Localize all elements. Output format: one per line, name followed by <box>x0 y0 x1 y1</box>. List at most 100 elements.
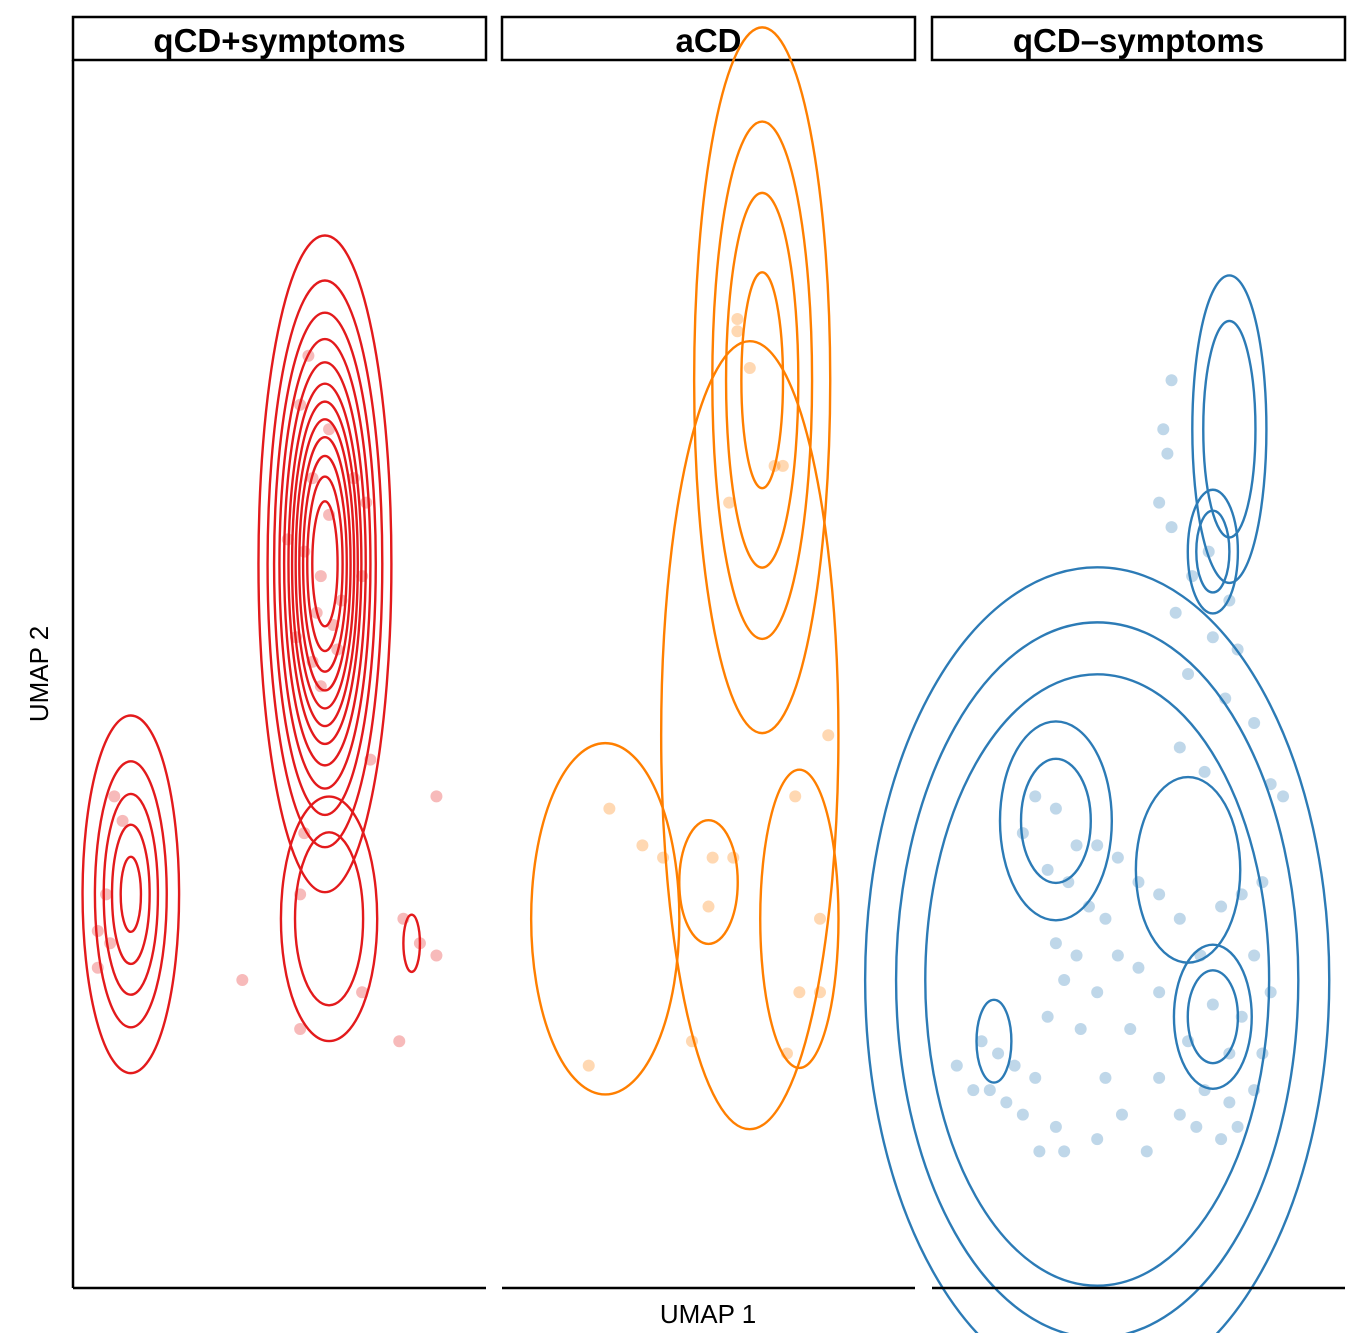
data-point-2-1 <box>1157 423 1170 436</box>
data-point-2-59 <box>1099 1071 1112 1084</box>
data-point-0-18 <box>364 753 377 766</box>
data-point-2-4 <box>1165 521 1178 534</box>
data-point-2-64 <box>950 1059 963 1072</box>
data-point-1-4 <box>776 459 789 472</box>
data-point-2-46 <box>1041 1010 1054 1023</box>
facet-label-2: qCD–symptoms <box>1013 22 1264 59</box>
data-point-2-68 <box>1173 1108 1186 1121</box>
contour-line-2-3-0 <box>1134 775 1242 964</box>
data-point-0-26 <box>91 961 104 974</box>
data-point-2-73 <box>1058 1145 1071 1158</box>
contour-line-0-0-8 <box>298 436 352 692</box>
data-point-2-56 <box>967 1084 980 1097</box>
contour-line-2-6-0 <box>864 566 1331 1333</box>
facet-label-0: qCD+symptoms <box>153 22 405 59</box>
data-point-2-63 <box>1248 1084 1261 1097</box>
data-point-2-57 <box>983 1084 996 1097</box>
contour-line-0-0-11 <box>311 500 339 628</box>
data-point-2-36 <box>1111 949 1124 962</box>
contour-line-0-1-1 <box>93 760 168 1029</box>
data-point-1-18 <box>780 1047 793 1060</box>
data-point-1-11 <box>706 851 719 864</box>
data-point-2-2 <box>1161 447 1174 460</box>
data-point-0-2 <box>323 423 336 436</box>
data-point-0-28 <box>397 912 410 925</box>
contour-line-0-1-4 <box>119 855 143 934</box>
data-point-1-1 <box>731 325 744 338</box>
data-point-2-52 <box>975 1035 988 1048</box>
data-point-1-14 <box>814 912 827 925</box>
contour-line-0-0-0 <box>257 234 393 894</box>
data-point-1-0 <box>731 313 744 326</box>
contour-line-0-0-6 <box>290 400 359 728</box>
data-point-2-30 <box>1173 912 1186 925</box>
data-point-2-13 <box>1248 716 1261 729</box>
data-point-2-31 <box>1215 900 1228 913</box>
data-point-2-66 <box>1049 1120 1062 1133</box>
facet-panel-1 <box>529 26 840 1131</box>
data-point-1-7 <box>603 802 616 815</box>
data-point-2-34 <box>1049 937 1062 950</box>
data-point-1-12 <box>727 851 740 864</box>
data-point-2-15 <box>1198 765 1211 778</box>
contour-line-2-4-0 <box>1172 943 1253 1090</box>
contour-line-0-2-0 <box>279 795 379 1043</box>
data-point-1-10 <box>657 851 670 864</box>
contour-line-0-1-3 <box>110 823 151 966</box>
contour-line-2-6-1 <box>894 621 1300 1333</box>
data-point-2-7 <box>1223 594 1236 607</box>
data-point-2-19 <box>1049 802 1062 815</box>
data-point-2-41 <box>1091 986 1104 999</box>
data-point-0-17 <box>331 643 344 656</box>
data-point-2-58 <box>1000 1096 1013 1109</box>
facet-strip-0: qCD+symptoms <box>71 15 488 62</box>
data-point-2-5 <box>1202 545 1215 558</box>
data-point-2-71 <box>1231 1120 1244 1133</box>
contour-line-1-2-0 <box>759 768 840 1070</box>
data-point-2-26 <box>1132 876 1145 889</box>
data-point-2-35 <box>1070 949 1083 962</box>
facet-strip-1: aCD <box>500 15 917 62</box>
contour-line-0-0-10 <box>306 475 344 653</box>
data-point-0-31 <box>356 986 369 999</box>
data-point-2-22 <box>1091 839 1104 852</box>
data-point-2-11 <box>1182 668 1195 680</box>
data-point-0-5 <box>360 496 373 509</box>
data-point-0-3 <box>306 472 319 485</box>
data-point-2-40 <box>1058 974 1071 986</box>
facet-strip-2: qCD–symptoms <box>930 15 1347 62</box>
contour-line-0-0-9 <box>301 454 348 673</box>
contour-line-0-1-0 <box>81 714 181 1075</box>
contour-line-1-4-0 <box>659 340 840 1131</box>
data-point-1-13 <box>702 900 715 913</box>
data-point-2-48 <box>1124 1022 1137 1035</box>
contour-line-2-2-0 <box>998 720 1114 922</box>
data-point-0-25 <box>91 925 104 938</box>
data-point-2-28 <box>1082 900 1095 913</box>
data-point-0-16 <box>314 680 327 693</box>
data-point-2-6 <box>1186 570 1199 583</box>
data-point-2-8 <box>1169 606 1182 619</box>
data-point-2-43 <box>1206 998 1219 1011</box>
data-point-0-23 <box>100 888 113 901</box>
data-point-1-16 <box>814 986 827 999</box>
data-point-0-20 <box>430 790 443 803</box>
contour-line-2-6-2 <box>924 673 1271 1287</box>
data-point-2-33 <box>1256 876 1269 889</box>
data-point-0-4 <box>347 472 360 485</box>
data-point-2-54 <box>1008 1059 1021 1072</box>
data-point-2-18 <box>1029 790 1042 803</box>
data-point-2-55 <box>1029 1071 1042 1084</box>
data-point-2-69 <box>1190 1120 1203 1133</box>
contour-line-1-3-0 <box>529 741 681 1096</box>
data-point-0-34 <box>393 1035 406 1048</box>
data-point-0-14 <box>290 631 303 644</box>
data-point-0-15 <box>306 655 319 668</box>
data-point-0-32 <box>236 974 249 986</box>
data-point-2-42 <box>1153 986 1166 999</box>
data-point-2-75 <box>1140 1145 1153 1158</box>
data-point-2-29 <box>1099 912 1112 925</box>
data-point-2-9 <box>1206 631 1219 644</box>
data-point-0-10 <box>335 594 348 607</box>
